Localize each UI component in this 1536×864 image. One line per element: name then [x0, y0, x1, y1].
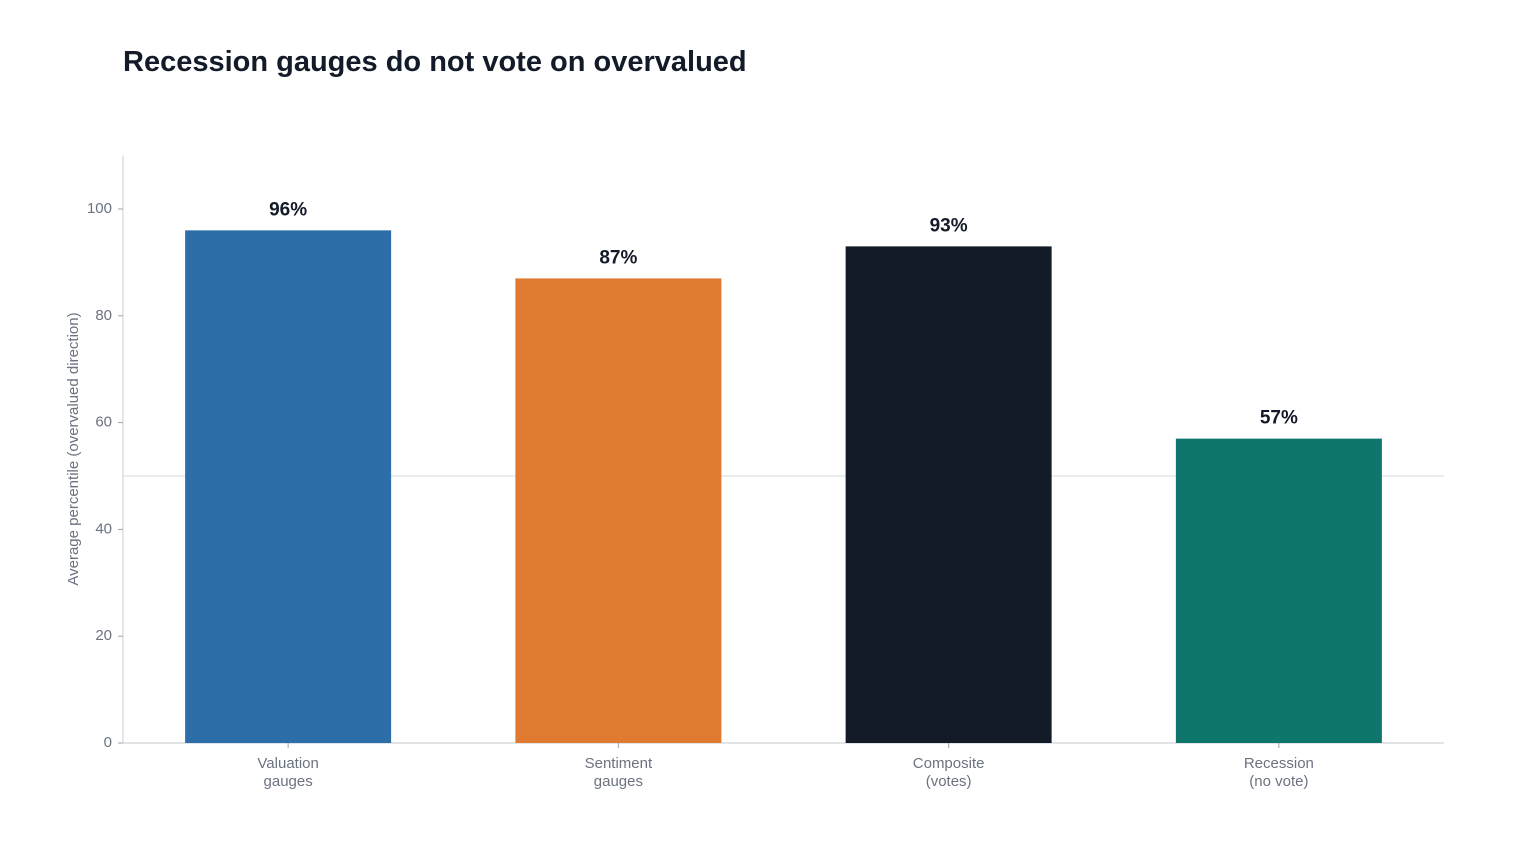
y-tick-label: 80	[95, 307, 112, 324]
x-tick-label: Sentiment	[585, 755, 653, 772]
bar-value-label: 57%	[1260, 408, 1298, 429]
x-tick-label: Composite	[913, 755, 985, 772]
bar-value-label: 93%	[930, 215, 968, 236]
y-tick-label: 60	[95, 414, 112, 431]
y-tick-label: 40	[95, 520, 112, 537]
x-tick-label: gauges	[264, 773, 313, 790]
x-tick-label: Recession	[1244, 755, 1314, 772]
x-tick-label: Valuation	[257, 755, 318, 772]
bar	[185, 230, 392, 744]
y-axis-title-group: Average percentile (overvalued direction…	[65, 312, 82, 585]
x-tick-label: (votes)	[926, 773, 972, 790]
bar	[515, 278, 722, 743]
y-tick-label: 0	[104, 734, 112, 751]
chart-title: Recession gauges do not vote on overvalu…	[123, 46, 747, 78]
y-tick-label: 20	[95, 627, 112, 644]
bar	[845, 246, 1052, 743]
bar-value-label: 96%	[269, 199, 307, 220]
y-axis-title: Average percentile (overvalued direction…	[65, 312, 82, 585]
x-tick-label: (no vote)	[1249, 773, 1308, 790]
bar	[1175, 438, 1382, 743]
y-tick-label: 100	[87, 200, 112, 217]
x-tick-label: gauges	[594, 773, 643, 790]
bar-value-label: 87%	[599, 247, 637, 268]
